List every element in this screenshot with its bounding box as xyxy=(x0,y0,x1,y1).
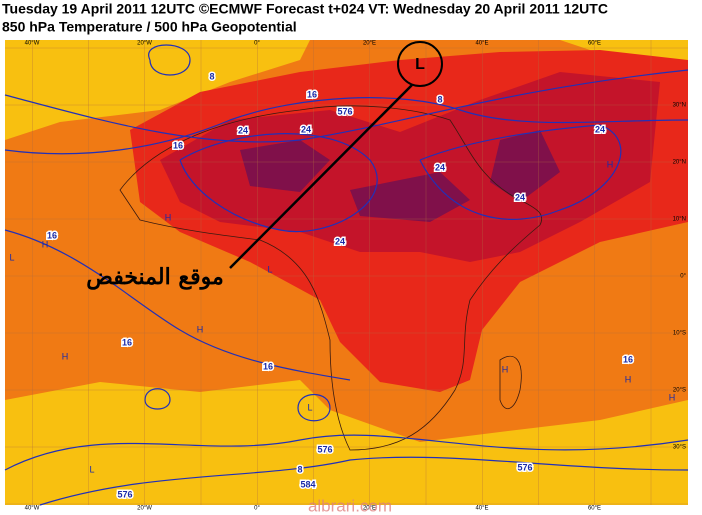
contour-label: 8 xyxy=(437,94,442,104)
pressure-center: L xyxy=(89,464,94,474)
pressure-center: L xyxy=(307,402,312,412)
watermark: albrari.com xyxy=(308,496,392,515)
lon-label: 40°W xyxy=(25,506,40,512)
pressure-center: H xyxy=(607,159,614,169)
pressure-center: L xyxy=(267,264,272,274)
pressure-center: H xyxy=(62,351,69,361)
lat-label: 20°S xyxy=(673,388,686,394)
hottest-region xyxy=(490,130,560,202)
contour-label: 576 xyxy=(517,462,532,472)
contour-line xyxy=(39,456,689,506)
lat-label: 0° xyxy=(680,274,686,280)
lat-label: 20°N xyxy=(673,160,686,166)
pressure-center: H xyxy=(625,374,632,384)
contour-line xyxy=(4,69,689,143)
contour-line xyxy=(419,124,622,220)
contour-label: 24 xyxy=(435,162,445,172)
header-line1: Tuesday 19 April 2011 12UTC ©ECMWF Forec… xyxy=(2,1,608,17)
lon-label: 20°E xyxy=(363,506,376,512)
contour-label: 8 xyxy=(297,464,302,474)
pressure-center: L xyxy=(9,252,14,262)
pressure-center: H xyxy=(502,364,509,374)
contour-label: 16 xyxy=(307,89,317,99)
coastline xyxy=(119,105,543,451)
lon-label: 0° xyxy=(254,41,260,47)
contour-line xyxy=(148,44,191,76)
contour-label: 16 xyxy=(122,337,132,347)
contour-label: 16 xyxy=(623,354,633,364)
pressure-center: H xyxy=(42,239,49,249)
lat-label: 30°N xyxy=(673,103,686,109)
lon-label: 60°E xyxy=(588,41,601,47)
lon-label: 40°E xyxy=(475,41,488,47)
contour-line xyxy=(179,133,378,232)
lon-label: 20°W xyxy=(137,41,152,47)
contour-line xyxy=(297,394,331,422)
contour-label: 24 xyxy=(301,124,311,134)
hot-region xyxy=(160,72,660,262)
header-line2: 850 hPa Temperature / 500 hPa Geopotenti… xyxy=(2,19,297,35)
lat-label: 10°N xyxy=(673,217,686,223)
low-marker-circle xyxy=(397,41,443,87)
lon-label: 20°E xyxy=(363,41,376,47)
lon-label: 60°E xyxy=(588,506,601,512)
contour-label: 584 xyxy=(300,479,315,489)
pressure-center: H xyxy=(197,324,204,334)
map: 40°W 40°W 20°W 20°W 0° 0° 20°E 20°E 40°E 40°E 60°E… xyxy=(4,40,689,515)
lon-label: 40°E xyxy=(475,506,488,512)
hottest-region xyxy=(350,172,470,222)
annotation: موقع المنخفض xyxy=(86,264,224,290)
contour-label: 576 xyxy=(337,106,352,116)
contour-label: 24 xyxy=(595,124,605,134)
contour-label: 16 xyxy=(173,140,183,150)
contour-label: 576 xyxy=(117,489,132,499)
pressure-center: H xyxy=(669,392,676,402)
lat-label: 30°S xyxy=(673,445,686,451)
contour-label: 24 xyxy=(335,236,345,246)
contour-label: 16 xyxy=(47,230,57,240)
hottest-region xyxy=(240,140,330,192)
lat-label: 10°S xyxy=(673,331,686,337)
lon-label: 0° xyxy=(254,506,260,512)
contour-label: 24 xyxy=(238,125,248,135)
pressure-center: L xyxy=(415,56,425,73)
contour-label: 24 xyxy=(515,192,525,202)
contour-line xyxy=(4,97,689,155)
coastline xyxy=(499,355,522,410)
pointer-line xyxy=(229,84,413,269)
pressure-center: H xyxy=(165,212,172,222)
lon-label: 20°W xyxy=(137,506,152,512)
contour-line xyxy=(4,434,689,471)
map-labels: 40°W 40°W 20°W 20°W 0° 0° 20°E 20°E 40°E 40°E 60°E… xyxy=(9,41,686,512)
contour-line xyxy=(4,229,351,381)
contour-line xyxy=(144,388,171,410)
contour-label: 576 xyxy=(317,444,332,454)
lon-label: 40°W xyxy=(25,41,40,47)
contour-label: 16 xyxy=(263,361,273,371)
contour-label: 8 xyxy=(209,71,214,81)
